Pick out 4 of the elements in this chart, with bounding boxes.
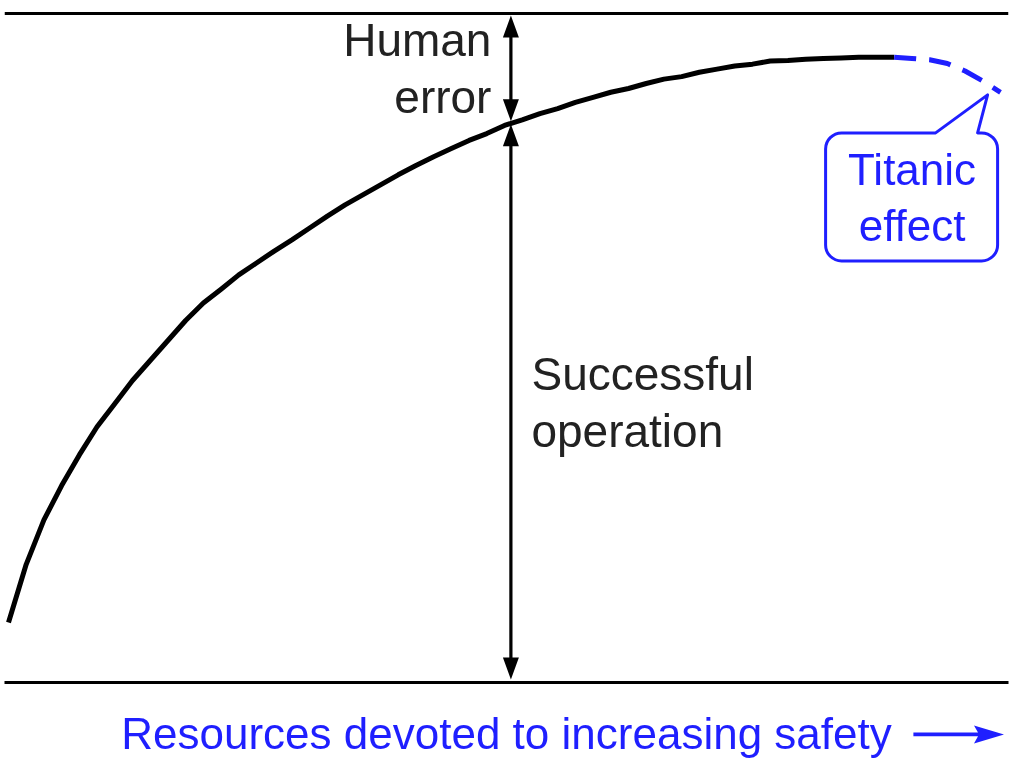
annotation: Human error [343, 13, 492, 123]
x-axis-title: Resources devoted to increasing safety [121, 708, 892, 758]
series-label: Titanic effect [848, 144, 977, 251]
annotation: Successful operation [531, 348, 754, 458]
